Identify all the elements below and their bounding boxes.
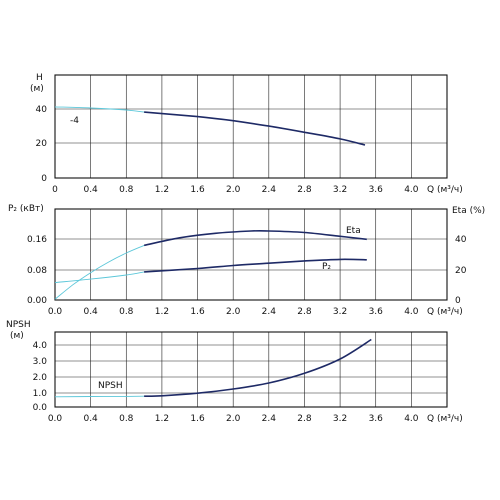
x-axis-label: Q (м³/ч) xyxy=(427,307,463,317)
x-tick-label: 1.6 xyxy=(190,414,205,424)
x-tick-label: 0.0 xyxy=(48,414,63,424)
y-axis-unit: (м) xyxy=(10,331,24,341)
curve-extension-head-0 xyxy=(54,106,145,113)
x-tick-label: 4.0 xyxy=(404,185,419,195)
y-axis-label: H xyxy=(36,73,43,83)
plot-frame xyxy=(54,74,448,179)
x-tick-label: 0.8 xyxy=(119,307,134,317)
x-tick-label: 0.0 xyxy=(48,307,63,317)
x-tick-label: 4.0 xyxy=(404,307,419,317)
x-tick-label: 2.4 xyxy=(262,414,277,424)
x-tick-label: 3.6 xyxy=(369,185,384,195)
series-label: -4 xyxy=(70,116,79,126)
x-tick-label: 4.0 xyxy=(404,414,419,424)
y-tick-label: 0 xyxy=(41,174,47,184)
plot-frame xyxy=(54,331,448,408)
x-tick-label: 3.2 xyxy=(333,307,347,317)
y-tick-label: 0.16 xyxy=(27,235,47,245)
y-right-tick-label: 0 xyxy=(455,296,461,306)
x-tick-label: 1.6 xyxy=(190,307,205,317)
y-axis-label: P₂ (кВт) xyxy=(8,204,44,214)
x-tick-label: 2.4 xyxy=(262,185,277,195)
y-right-tick-label: 40 xyxy=(455,235,467,245)
curve-power-efficiency-0 xyxy=(143,229,367,247)
x-tick-label: 3.6 xyxy=(369,414,384,424)
x-tick-label: 0.4 xyxy=(83,185,98,195)
y-tick-label: 1.0 xyxy=(33,389,48,399)
curve-npsh-0 xyxy=(144,338,372,397)
curve-power-efficiency-1 xyxy=(144,258,367,273)
x-tick-label: 2.0 xyxy=(226,414,241,424)
curve-extension-power-efficiency-0 xyxy=(54,244,145,300)
series-label: P₂ xyxy=(322,262,331,272)
x-tick-label: 0.4 xyxy=(83,414,98,424)
x-tick-label: 1.2 xyxy=(155,185,169,195)
x-tick-label: 2.4 xyxy=(262,307,277,317)
x-tick-label: 2.8 xyxy=(297,307,312,317)
plot-frame xyxy=(54,208,448,301)
x-axis-label: Q (м³/ч) xyxy=(427,185,463,195)
x-tick-label: 2.8 xyxy=(297,414,312,424)
y-tick-label: 3.0 xyxy=(33,357,48,367)
x-tick-label: 3.6 xyxy=(369,307,384,317)
x-tick-label: 0 xyxy=(52,185,58,195)
x-tick-label: 2.0 xyxy=(226,185,241,195)
x-tick-label: 1.2 xyxy=(155,307,169,317)
y-tick-label: 40 xyxy=(36,105,48,115)
x-axis-label: Q (м³/ч) xyxy=(427,414,463,424)
y-tick-label: 0.08 xyxy=(27,266,47,276)
y-axis-label: NPSH xyxy=(6,320,31,330)
x-tick-label: 0.8 xyxy=(119,414,134,424)
y-tick-label: 0.00 xyxy=(27,296,47,306)
y-tick-label: 20 xyxy=(36,139,48,149)
x-tick-label: 2.0 xyxy=(226,307,241,317)
y-right-axis-label: Eta (%) xyxy=(452,206,485,216)
y-tick-label: 4.0 xyxy=(33,341,48,351)
curve-extension-power-efficiency-1 xyxy=(54,271,145,284)
y-right-tick-label: 20 xyxy=(455,266,467,276)
y-axis-unit: (м) xyxy=(30,84,44,94)
y-tick-label: 0.0 xyxy=(33,403,48,413)
series-label: NPSH xyxy=(98,381,123,391)
curve-head-0 xyxy=(144,111,366,146)
x-tick-label: 3.2 xyxy=(333,185,347,195)
x-tick-label: 0.4 xyxy=(83,307,98,317)
series-label: Eta xyxy=(346,226,361,236)
x-tick-label: 1.2 xyxy=(155,414,169,424)
curve-extension-npsh-0 xyxy=(54,395,145,398)
x-tick-label: 0.8 xyxy=(119,185,134,195)
x-tick-label: 3.2 xyxy=(333,414,347,424)
y-tick-label: 2.0 xyxy=(33,373,48,383)
x-tick-label: 1.6 xyxy=(190,185,205,195)
x-tick-label: 2.8 xyxy=(297,185,312,195)
